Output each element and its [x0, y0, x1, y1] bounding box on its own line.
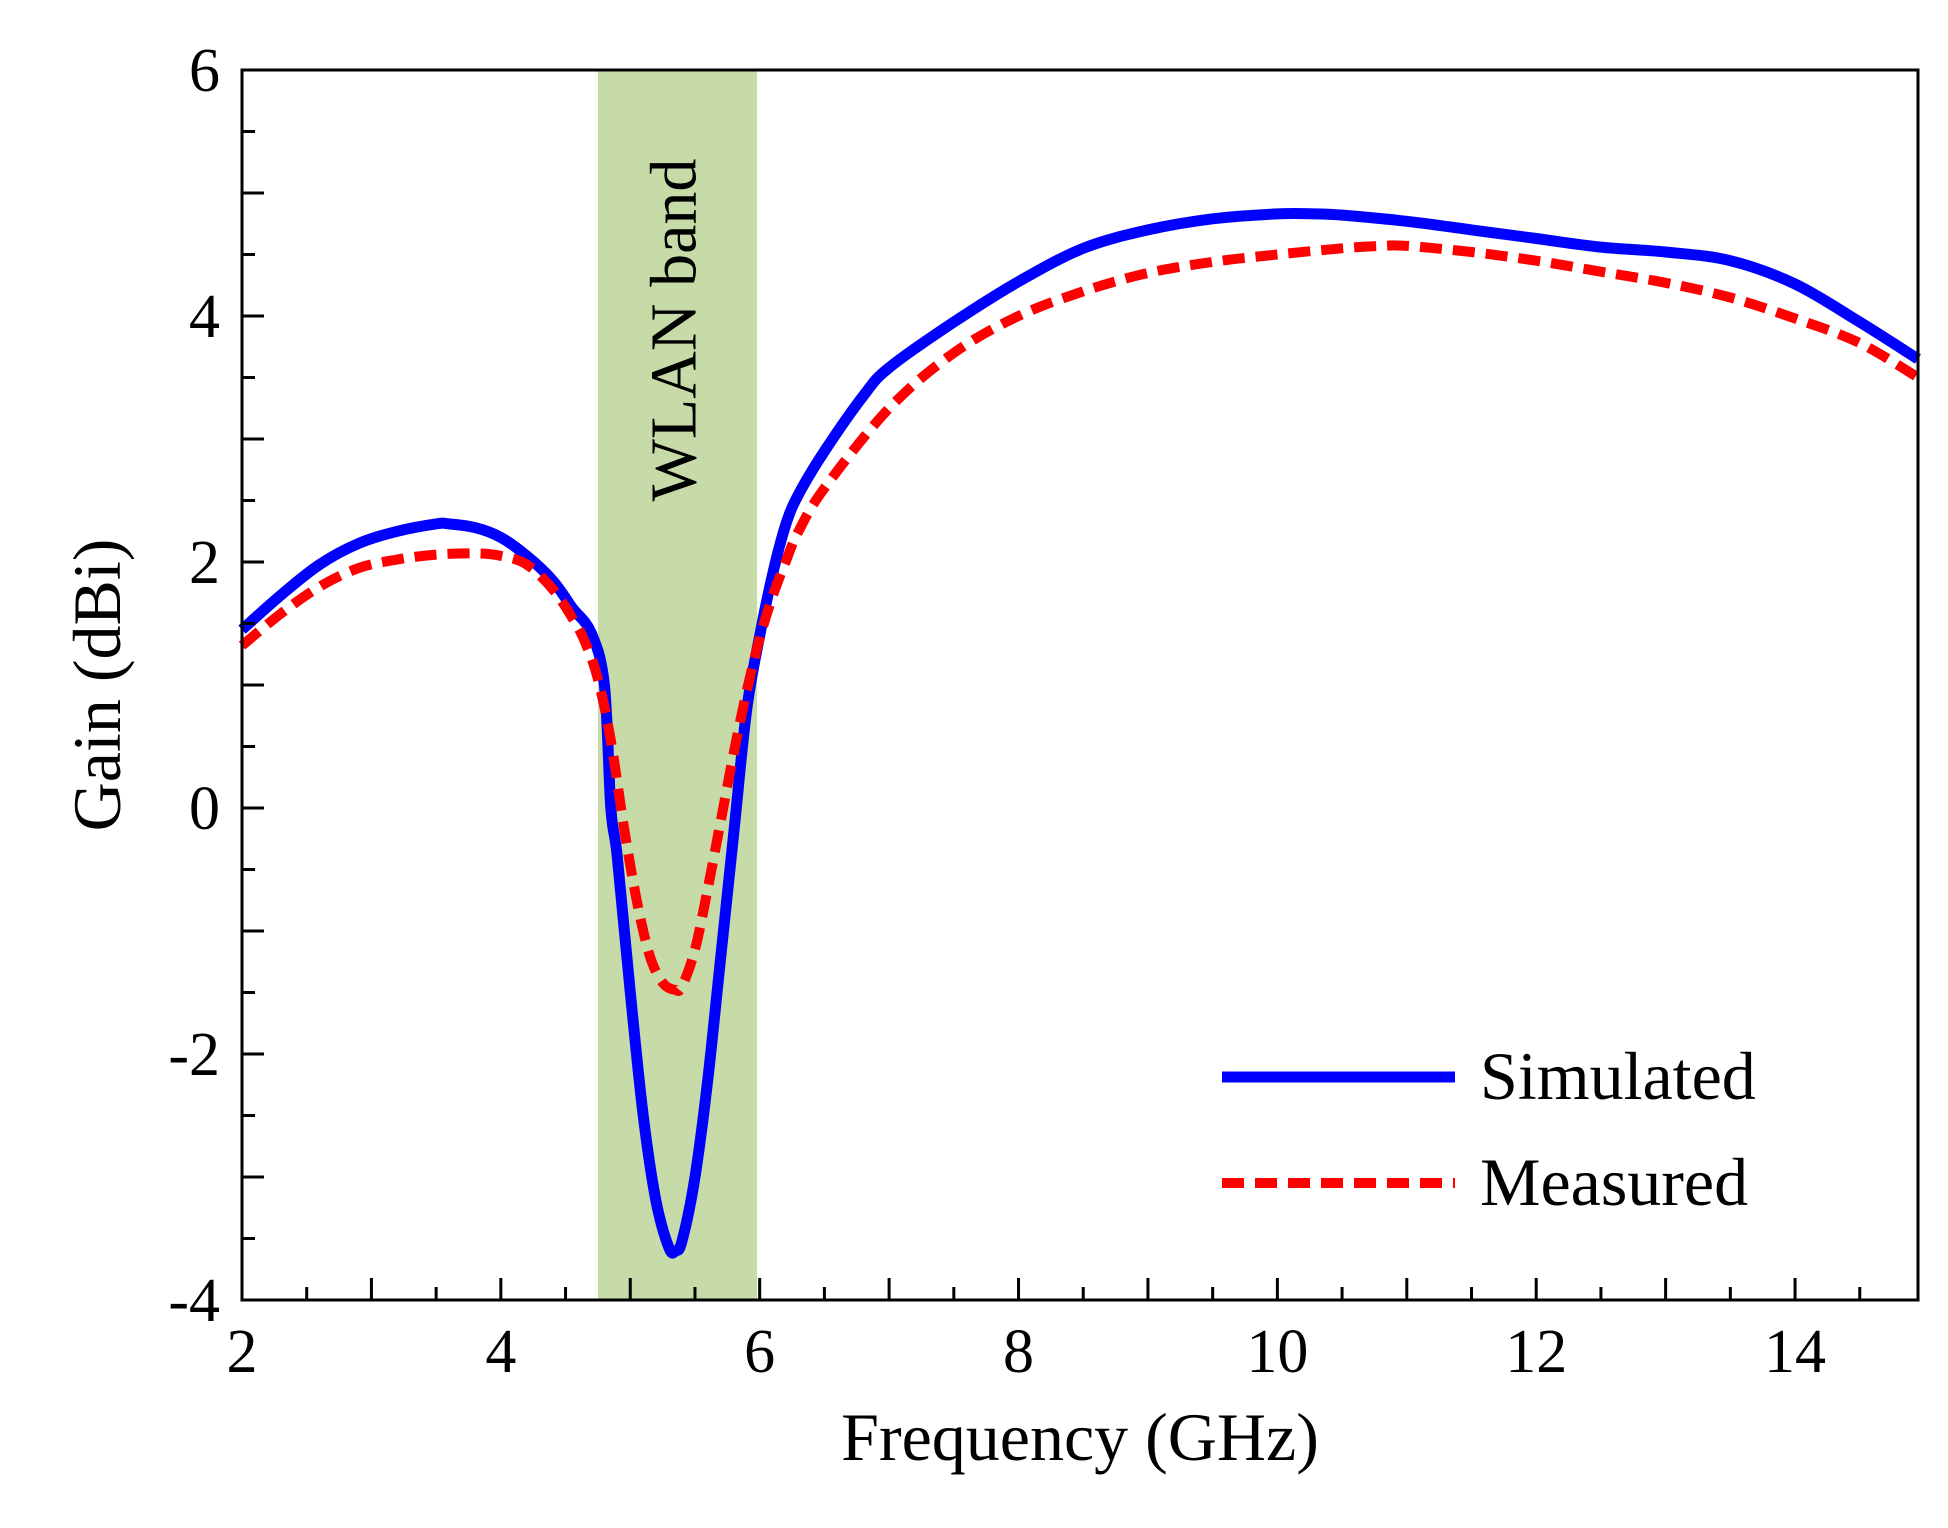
y-tick-label: 2 — [189, 529, 220, 597]
y-axis-label: Gain (dBi) — [59, 539, 135, 832]
x-tick-label: 2 — [227, 1318, 258, 1386]
x-tick-label: 10 — [1246, 1318, 1308, 1386]
legend-label-simulated: Simulated — [1480, 1038, 1756, 1114]
x-axis-label: Frequency (GHz) — [841, 1399, 1319, 1475]
x-tick-label: 12 — [1505, 1318, 1567, 1386]
wlan-band-rect — [597, 70, 758, 1300]
y-tick-label: 0 — [189, 775, 220, 843]
series-line-simulated — [238, 207, 1921, 1259]
x-tick-label: 14 — [1764, 1318, 1826, 1386]
series-line-measured — [238, 240, 1921, 996]
axes-layer: 2 4 6 8 10 12 14 -4 -2 0 2 4 6 Frequency (GHz) Gain (d… — [59, 37, 1920, 1475]
series-layer — [238, 207, 1921, 1259]
x-tick-label: 8 — [1003, 1318, 1034, 1386]
wlan-band-layer: WLAN band — [597, 70, 758, 1300]
y-tick-label: 6 — [189, 37, 220, 105]
y-tick-label: -2 — [168, 1021, 220, 1089]
wlan-band-label: WLAN band — [638, 159, 711, 502]
x-tick-label: 4 — [485, 1318, 516, 1386]
x-tick-label: 6 — [744, 1318, 775, 1386]
legend: Simulated Measured — [1222, 1038, 1756, 1220]
y-tick-label: -4 — [168, 1267, 220, 1335]
legend-label-measured: Measured — [1480, 1144, 1748, 1220]
y-tick-label: 4 — [189, 283, 220, 351]
